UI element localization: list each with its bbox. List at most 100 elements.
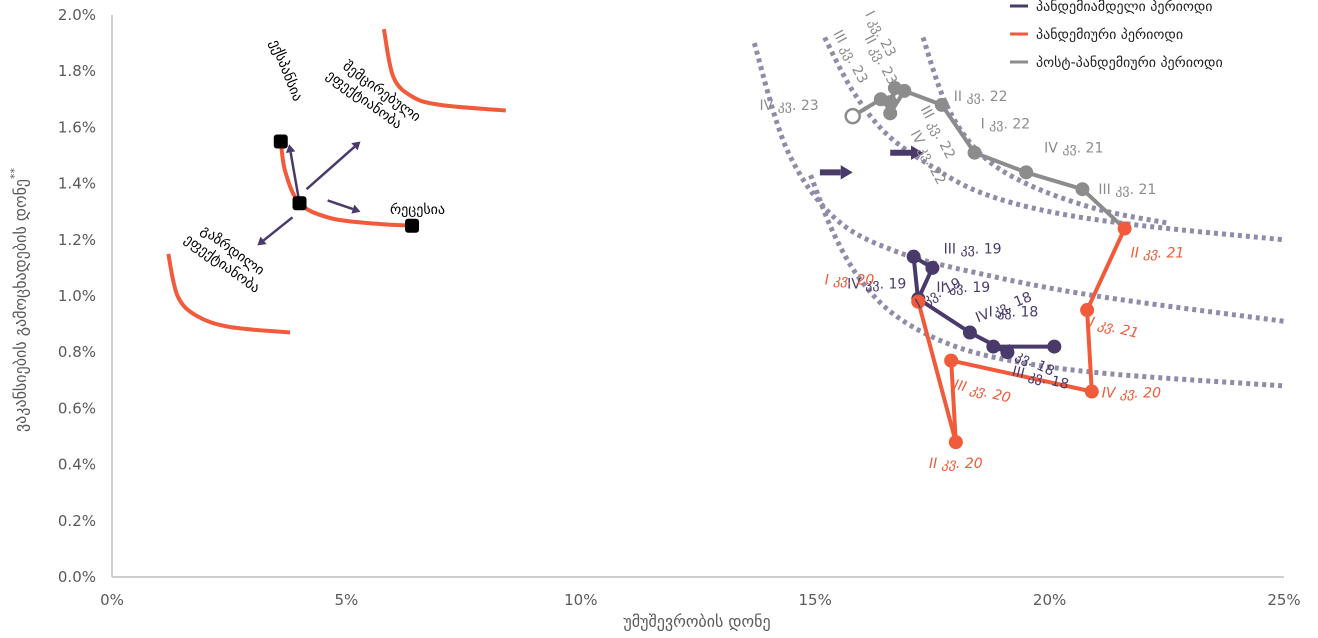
y-tick-label: 0.0% xyxy=(58,568,96,586)
inset-point-expansion xyxy=(273,134,288,149)
series-2-point xyxy=(1080,303,1095,318)
inset-label-expansion: ექსპანსია xyxy=(266,38,305,104)
inset-point-center xyxy=(292,196,307,211)
series-1-point xyxy=(925,260,940,275)
y-tick-label: 1.0% xyxy=(58,287,96,305)
inset-curve-middle xyxy=(278,141,413,228)
point-label: I კვ. 18 xyxy=(989,305,1039,321)
point-label: I კვ. 22 xyxy=(981,117,1031,133)
inset-arrow-efficiency-down-shaft xyxy=(305,145,356,191)
point-label: III კვ. 23 xyxy=(829,28,870,87)
y-tick-label: 1.6% xyxy=(58,118,96,136)
inset-arrow-efficiency-down xyxy=(305,141,361,191)
x-tick-label: 15% xyxy=(799,591,832,609)
series-3-point xyxy=(1075,182,1090,197)
series-3-point xyxy=(967,145,982,160)
y-tick-label: 0.2% xyxy=(58,512,96,530)
inset-point-recession xyxy=(405,218,420,233)
point-label: IV კვ. 21 xyxy=(1044,140,1103,156)
x-tick-label: 10% xyxy=(564,591,597,609)
inset-arrow-efficiency-up-head xyxy=(257,236,267,246)
series-3-point xyxy=(844,107,861,125)
inset-arrow-recession xyxy=(327,199,361,214)
series-1-point xyxy=(906,249,921,264)
point-label: II კვ. 20 xyxy=(929,456,983,472)
inset-curve-top xyxy=(381,28,506,113)
y-axis-title: ვაკანსიების გამოცხადების დონე** xyxy=(8,167,30,432)
inset-curve-bottom xyxy=(166,253,291,335)
inset-arrow-expansion-shaft xyxy=(289,151,301,204)
point-label: II კვ. 19 xyxy=(936,280,990,296)
shift-arrow-1-head xyxy=(840,165,853,180)
y-axis-title-text: ვაკანსიების გამოცხადების დონე xyxy=(11,179,30,432)
x-tick-label: 20% xyxy=(1033,591,1066,609)
beveridge-curve-2 xyxy=(751,42,1285,324)
series-1-point xyxy=(962,325,977,340)
inset-label-expansion-line: ექსპანსია xyxy=(266,38,305,104)
x-axis-title: უმუშევრობის დონე xyxy=(623,612,770,631)
inset-arrow-expansion-head xyxy=(285,144,296,153)
inset-arrow-expansion xyxy=(285,144,301,204)
y-tick-label: 0.8% xyxy=(58,343,96,361)
shift-arrow-2-head xyxy=(911,145,924,160)
legend-label-2: პანდემიური პერიოდი xyxy=(1036,26,1183,43)
series-3-point xyxy=(873,92,888,107)
series-3-point xyxy=(887,81,902,96)
series-3-point xyxy=(883,106,898,121)
point-label: IV კვ. 19 xyxy=(847,277,906,293)
y-tick-label: 1.4% xyxy=(58,175,96,193)
point-label: II კვ. 21 xyxy=(1131,246,1185,262)
inset-arrow-efficiency-up-shaft xyxy=(262,216,294,242)
shift-arrow-1 xyxy=(819,165,853,180)
x-tick-label: 25% xyxy=(1267,591,1300,609)
series-2-point xyxy=(1117,221,1132,236)
shift-arrow-2 xyxy=(890,145,924,160)
reference-curves xyxy=(751,36,1285,389)
point-label: IV კვ. 20 xyxy=(1102,386,1161,402)
point-label: III კვ. 21 xyxy=(1098,182,1156,198)
series-3-point xyxy=(1019,165,1034,180)
series-2-point xyxy=(944,353,959,368)
series-1-point xyxy=(1000,345,1015,360)
legend: პანდემიამდელი პერიოდი პანდემიური პერიოდი პ… xyxy=(1010,0,1223,71)
series-3-point xyxy=(934,97,949,112)
y-tick-labels: 0.0% 0.2% 0.4% 0.6% 0.8% 1.0% 1.2% 1.4% 1.6% 1.8%… xyxy=(58,6,96,586)
point-label: III კვ. 19 xyxy=(944,242,1002,258)
series-1-point xyxy=(1047,339,1062,354)
beveridge-curve-4 xyxy=(920,36,1168,226)
y-tick-label: 1.8% xyxy=(58,62,96,80)
point-label: III კვ. 20 xyxy=(952,377,1012,407)
series-2-point xyxy=(1084,384,1099,399)
legend-label-3: პოსტ-პანდემიური პერიოდი xyxy=(1036,54,1223,71)
inset-arrow-efficiency-up xyxy=(257,216,294,246)
series-points xyxy=(844,81,1132,450)
series-line-2 xyxy=(916,227,1127,445)
point-label: IV კვ. 23 xyxy=(760,98,819,114)
y-tick-label: 0.6% xyxy=(58,399,96,417)
series-2-point xyxy=(948,435,963,450)
y-tick-label: 0.4% xyxy=(58,456,96,474)
beveridge-curve-3 xyxy=(822,36,1285,243)
series-1-point xyxy=(986,339,1001,354)
x-tick-labels: 0% 5% 10% 15% 20% 25% xyxy=(100,591,1301,609)
inset-label-recession: რეცესია xyxy=(390,201,445,218)
y-tick-label: 1.2% xyxy=(58,231,96,249)
point-label: I კვ. 20 xyxy=(825,273,875,289)
y-tick-label: 2.0% xyxy=(58,6,96,24)
inset-diagram: ექსპანსია შემცირებულიეფექტიანობარეცესიაგა… xyxy=(166,28,506,335)
point-label: I კვ. 21 xyxy=(1088,314,1140,342)
point-label: II კვ. 22 xyxy=(954,89,1008,105)
inset-label-recession-line: რეცესია xyxy=(390,201,445,218)
beveridge-curve-1 xyxy=(808,174,1285,389)
inset-arrow-recession-head xyxy=(351,204,361,214)
legend-label-1: პანდემიამდელი პერიოდი xyxy=(1036,0,1213,15)
shift-arrows xyxy=(819,145,924,180)
inset-arrow-efficiency-down-head xyxy=(351,141,361,151)
x-tick-label: 5% xyxy=(335,591,359,609)
inset-arrow-recession-shaft xyxy=(327,199,354,211)
y-axis-title-superscript: ** xyxy=(8,167,21,179)
axes xyxy=(111,15,1284,578)
